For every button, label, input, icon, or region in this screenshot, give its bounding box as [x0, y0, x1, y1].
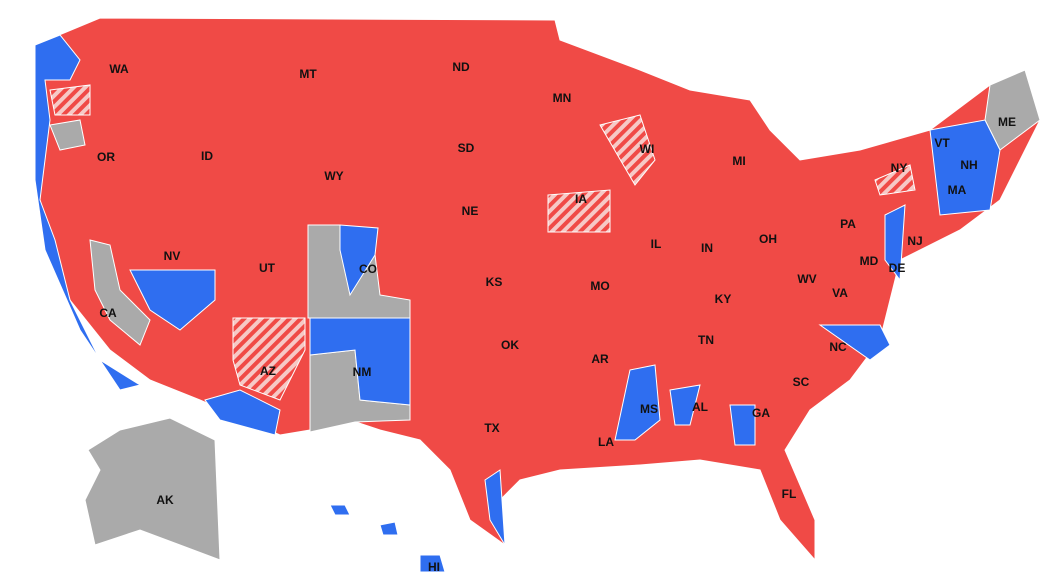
us-mainland — [34, 17, 1041, 562]
land — [34, 17, 1041, 572]
blue-area — [884, 204, 906, 282]
blue-area — [929, 119, 1001, 216]
state-label: MS — [640, 402, 658, 416]
state-label: LA — [598, 435, 614, 449]
state-label: MT — [299, 67, 317, 81]
state-label: ND — [452, 60, 470, 74]
state-label: AK — [156, 493, 174, 507]
blue-area — [729, 404, 756, 446]
blue-area — [204, 389, 281, 436]
state-label: OH — [759, 232, 777, 246]
state-label: OR — [97, 150, 115, 164]
hatched-area — [547, 189, 611, 233]
state-label: NM — [353, 365, 372, 379]
alaska — [84, 417, 221, 561]
gray-area — [89, 239, 151, 346]
hawaii — [329, 504, 351, 516]
state-label: KY — [715, 292, 732, 306]
state-label: OK — [501, 338, 519, 352]
state-label: AZ — [260, 364, 276, 378]
state-label: MN — [553, 91, 572, 105]
state-label: MA — [948, 183, 967, 197]
state-label: IL — [651, 237, 662, 251]
hatched-area — [874, 164, 916, 196]
hawaii — [419, 554, 446, 572]
state-label: CO — [359, 262, 377, 276]
state-label: TN — [698, 333, 714, 347]
hatched-area — [232, 317, 306, 401]
state-label: UT — [259, 261, 276, 275]
blue-area — [309, 317, 411, 406]
state-labels: WA MT ND MN OR ID SD WI MI WY NY VT NH ME MA IA NE PA NJ NV… — [97, 60, 1016, 572]
state-label: KS — [486, 275, 503, 289]
blue-area — [614, 364, 661, 441]
state-label: VT — [934, 136, 950, 150]
gray-area — [984, 69, 1041, 151]
state-label: NC — [829, 340, 847, 354]
state-label: NJ — [907, 234, 922, 248]
gray-area — [49, 119, 86, 151]
state-label: SD — [458, 141, 475, 155]
blue-area — [484, 469, 506, 546]
blue-area — [339, 224, 379, 297]
hatched-area — [599, 114, 656, 186]
state-label: WI — [640, 142, 655, 156]
state-label: HI — [428, 560, 440, 572]
state-label: GA — [752, 406, 770, 420]
state-label: NV — [164, 249, 181, 263]
state-label: PA — [840, 217, 856, 231]
state-label: VA — [832, 286, 848, 300]
state-label: IN — [701, 241, 713, 255]
hawaii — [379, 521, 399, 536]
state-label: AL — [692, 400, 708, 414]
state-label: WY — [324, 169, 343, 183]
state-label: NE — [462, 204, 479, 218]
blue-area — [818, 324, 891, 361]
blue-area — [669, 384, 701, 426]
state-label: TX — [484, 421, 499, 435]
state-label: FL — [782, 487, 797, 501]
state-label: NH — [960, 158, 977, 172]
state-label: MI — [732, 154, 745, 168]
hatched-area — [49, 84, 91, 116]
state-label: WA — [109, 62, 129, 76]
blue-area — [129, 269, 216, 331]
state-label: IA — [575, 192, 587, 206]
state-label: SC — [793, 375, 810, 389]
state-label: ID — [201, 149, 213, 163]
state-label: AR — [591, 352, 609, 366]
state-label: DE — [889, 261, 906, 275]
state-label: MO — [590, 279, 609, 293]
state-label: CA — [99, 306, 117, 320]
state-label: NY — [891, 161, 908, 175]
state-label: MD — [860, 254, 879, 268]
state-label: ME — [998, 115, 1016, 129]
state-label: WV — [797, 272, 816, 286]
blue-area — [34, 34, 142, 391]
